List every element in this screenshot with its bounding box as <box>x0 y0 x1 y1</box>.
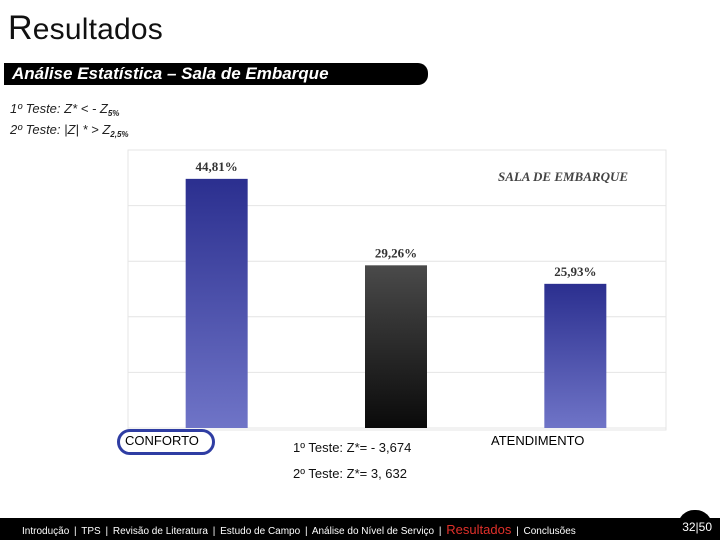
value-label-3: 25,93% <box>554 264 596 279</box>
subtitle: Análise Estatística – Sala de Embarque <box>12 64 329 83</box>
subtitle-bar: Análise Estatística – Sala de Embarque <box>4 63 428 85</box>
title-rest: esultados <box>32 13 163 46</box>
test-line-2: 2º Teste: |Z| * > Z2,5% <box>10 122 129 139</box>
nav-introducao[interactable]: Introdução <box>22 526 70 537</box>
stat-line-1: 1º Teste: Z*= - 3,674 <box>293 440 412 455</box>
bar-1 <box>185 178 248 428</box>
test-line-1-text: 1º Teste: Z* < - Z <box>10 101 108 116</box>
nav-tps[interactable]: TPS <box>81 526 101 537</box>
nav-separator: | <box>105 526 109 537</box>
chart-bars <box>185 178 607 428</box>
bar-2 <box>365 265 427 428</box>
nav-resultados[interactable]: Resultados <box>446 522 512 537</box>
title-initial: R <box>8 9 33 47</box>
test-line-2-sub: 2,5% <box>110 130 129 139</box>
page-number: 32|50 <box>682 520 712 534</box>
footer-nav: Introdução | TPS | Revisão de Literatura… <box>22 522 576 537</box>
chart-value-labels: 44,81% 29,26% 25,93% <box>196 159 597 279</box>
conforto-highlight-oval <box>117 429 215 455</box>
test-line-1-sub: 5% <box>107 109 120 118</box>
page-title: Resultados <box>8 6 163 52</box>
value-label-1: 44,81% <box>196 159 238 174</box>
test-line-1: 1º Teste: Z* < - Z5% <box>10 101 119 118</box>
nav-separator: | <box>438 526 442 537</box>
nav-analise-nivel-servico[interactable]: Análise do Nível de Serviço <box>311 526 435 537</box>
value-label-2: 29,26% <box>375 245 417 260</box>
nav-revisao-literatura[interactable]: Revisão de Literatura <box>112 526 208 537</box>
nav-separator: | <box>74 526 77 537</box>
nav-separator: | <box>516 526 519 537</box>
nav-separator: | <box>212 526 216 537</box>
category-label-atendimento: ATENDIMENTO <box>491 433 585 448</box>
footer-nav-bar: Introdução | TPS | Revisão de Literatura… <box>0 518 720 540</box>
nav-conclusoes[interactable]: Conclusões <box>523 526 576 537</box>
bar-3 <box>544 283 607 428</box>
nav-estudo-campo[interactable]: Estudo de Campo <box>220 526 301 537</box>
stat-line-2: 2º Teste: Z*= 3, 632 <box>293 466 407 481</box>
category-label-conforto: CONFORTO <box>125 433 199 448</box>
test-line-2-text: 2º Teste: |Z| * > Z <box>10 122 111 137</box>
chart-title: SALA DE EMBARQUE <box>498 169 628 184</box>
nav-separator: | <box>304 526 308 537</box>
